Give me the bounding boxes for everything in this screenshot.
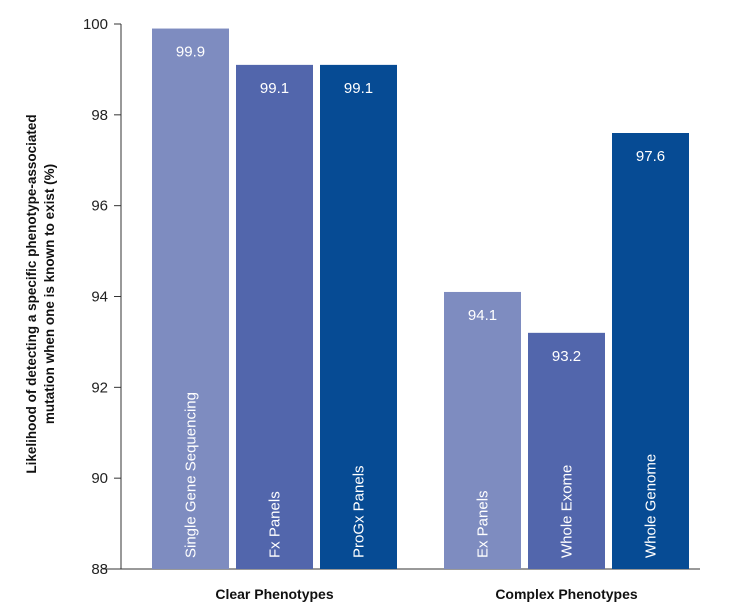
bar-value-label: 99.1 bbox=[344, 80, 373, 97]
bar bbox=[612, 133, 689, 569]
y-axis-title-line-1: Likelihood of detecting a specific pheno… bbox=[24, 114, 39, 473]
y-axis-title: Likelihood of detecting a specific pheno… bbox=[24, 114, 57, 473]
y-tick-label: 90 bbox=[91, 470, 108, 487]
y-tick-label: 96 bbox=[91, 198, 108, 215]
y-axis-title-line-2: mutation when one is known to exist (%) bbox=[42, 164, 57, 424]
x-axis-group-labels: Clear Phenotypes Complex Phenotypes bbox=[215, 586, 638, 602]
y-tick-label: 88 bbox=[91, 561, 108, 578]
group-label: Clear Phenotypes bbox=[215, 586, 333, 602]
bars: 99.9 Single Gene Sequencing 99.1 Fx Panels 9… bbox=[152, 28, 689, 569]
bar-category-label: Whole Exome bbox=[559, 465, 576, 558]
bar-value-label: 97.6 bbox=[636, 148, 665, 165]
y-tick-label: 92 bbox=[91, 379, 108, 396]
bar-value-label: 99.1 bbox=[260, 80, 289, 97]
bar-value-label: 93.2 bbox=[552, 348, 581, 365]
bar-category-label: ProGx Panels bbox=[351, 465, 368, 558]
y-tick-label: 98 bbox=[91, 107, 108, 124]
bar bbox=[320, 64, 397, 569]
bar-category-label: Ex Panels bbox=[475, 490, 492, 558]
y-tick-label: 94 bbox=[91, 289, 108, 306]
bar-category-label: Fx Panels bbox=[267, 491, 284, 558]
bar-value-label: 94.1 bbox=[468, 307, 497, 324]
y-tick-label: 100 bbox=[83, 16, 108, 33]
bar-category-label: Single Gene Sequencing bbox=[183, 392, 200, 558]
bar bbox=[528, 332, 605, 569]
bar bbox=[236, 64, 313, 569]
bar bbox=[444, 291, 521, 569]
bar bbox=[152, 28, 229, 569]
group-label: Complex Phenotypes bbox=[495, 586, 638, 602]
bar-category-label: Whole Genome bbox=[643, 454, 660, 558]
bar-value-label: 99.9 bbox=[176, 44, 205, 61]
